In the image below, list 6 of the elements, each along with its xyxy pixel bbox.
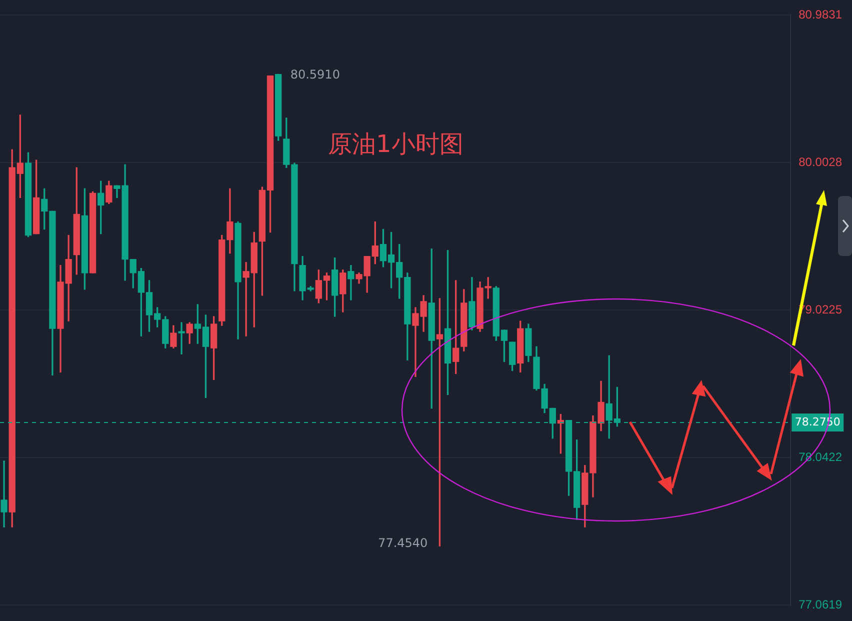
text: 原油1小时图 [328, 129, 464, 160]
annotation: 80.5910 [290, 67, 340, 82]
y-tick-label: 80.0028 [798, 154, 842, 169]
y-tick-label: 77.0619 [798, 597, 842, 612]
y-tick-label: 80.9831 [798, 8, 842, 22]
annotation: 77.4540 [378, 536, 428, 550]
